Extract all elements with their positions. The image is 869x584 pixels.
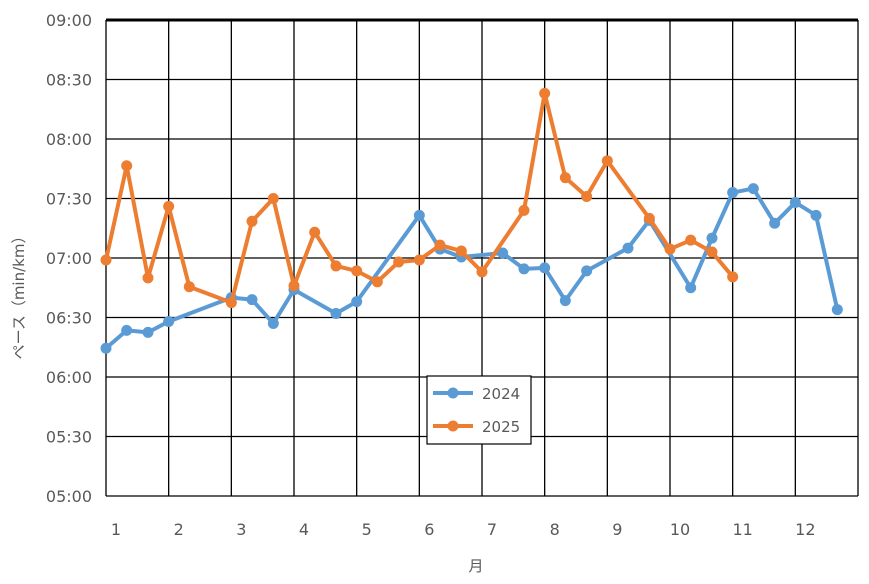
data-point-2024 (497, 247, 509, 259)
data-point-2025 (434, 239, 446, 251)
data-point-2025 (601, 155, 613, 167)
data-point-2024 (100, 342, 112, 354)
legend-marker-2024 (447, 387, 459, 399)
y-axis-title: ペース（min/km） (10, 229, 28, 360)
data-point-2024 (622, 242, 634, 254)
data-point-2025 (413, 254, 425, 266)
x-axis-tick-labels: 1 2 3 4 5 6 7 8 9 10 11 12 (111, 520, 816, 539)
data-point-2024 (142, 326, 154, 338)
series-2024 (100, 183, 843, 354)
x-tick-label: 12 (795, 520, 815, 539)
data-point-2025 (664, 243, 676, 255)
data-point-2024 (747, 183, 759, 195)
data-point-2024 (581, 265, 593, 277)
y-axis-tick-labels: 05:00 05:30 06:00 06:30 07:00 07:30 08:00 08:30… (46, 11, 92, 506)
data-point-2025 (643, 212, 655, 224)
legend: 2024 2025 (426, 375, 532, 445)
x-tick-label: 6 (424, 520, 434, 539)
data-point-2024 (330, 308, 342, 320)
x-tick-label: 4 (299, 520, 309, 539)
y-tick-label: 08:30 (46, 71, 92, 90)
data-point-2025 (727, 271, 739, 283)
data-point-2024 (789, 196, 801, 208)
data-point-2025 (393, 256, 405, 268)
x-tick-label: 10 (670, 520, 690, 539)
data-point-2024 (769, 217, 781, 229)
y-tick-label: 05:30 (46, 428, 92, 447)
y-tick-label: 07:30 (46, 190, 92, 209)
series-2025 (100, 87, 739, 309)
legend-label-2025: 2025 (482, 418, 520, 436)
data-point-2025 (455, 245, 467, 257)
legend-marker-2025 (447, 420, 459, 432)
data-point-2025 (246, 215, 258, 227)
data-point-2025 (706, 246, 718, 258)
x-axis-title: 月 (468, 557, 483, 575)
data-point-2025 (371, 276, 383, 288)
data-point-2024 (351, 296, 363, 308)
data-point-2025 (539, 87, 551, 99)
data-point-2024 (246, 294, 258, 306)
legend-box (426, 375, 532, 445)
x-tick-label: 9 (612, 520, 622, 539)
data-point-2024 (727, 187, 739, 199)
data-point-2025 (330, 260, 342, 272)
x-tick-label: 5 (362, 520, 372, 539)
data-point-2025 (121, 160, 133, 172)
y-tick-label: 08:00 (46, 130, 92, 149)
data-point-2024 (163, 315, 175, 327)
data-point-2025 (183, 281, 195, 293)
data-point-2025 (142, 272, 154, 284)
x-tick-label: 1 (111, 520, 121, 539)
series-line-2025 (104, 91, 735, 305)
y-tick-label: 07:00 (46, 249, 92, 268)
series-line-2024 (104, 186, 840, 351)
data-point-2024 (539, 262, 551, 274)
data-point-2024 (518, 263, 530, 275)
data-point-2025 (288, 280, 300, 292)
data-point-2025 (351, 265, 363, 277)
data-point-2025 (225, 297, 237, 309)
y-tick-label: 06:00 (46, 368, 92, 387)
data-point-2024 (121, 324, 133, 336)
data-point-2025 (476, 266, 488, 278)
series-layer (100, 87, 843, 354)
legend-label-2024: 2024 (482, 385, 520, 403)
data-point-2024 (685, 282, 697, 294)
y-tick-label: 09:00 (46, 11, 92, 30)
x-tick-label: 3 (236, 520, 246, 539)
data-point-2024 (413, 209, 425, 221)
data-point-2025 (267, 193, 279, 204)
y-tick-label: 06:30 (46, 309, 92, 328)
data-point-2024 (267, 317, 279, 329)
data-point-2025 (685, 234, 697, 246)
x-tick-label: 7 (487, 520, 497, 539)
x-tick-label: 8 (550, 520, 560, 539)
data-point-2024 (706, 232, 718, 244)
data-point-2025 (518, 204, 530, 216)
data-point-2024 (831, 304, 843, 316)
data-point-2025 (100, 254, 112, 266)
x-tick-label: 11 (732, 520, 752, 539)
data-point-2025 (163, 200, 175, 212)
y-tick-label: 05:00 (46, 487, 92, 506)
data-point-2024 (559, 295, 571, 307)
data-point-2024 (810, 209, 822, 221)
data-point-2025 (559, 172, 571, 184)
x-tick-label: 2 (174, 520, 184, 539)
data-point-2025 (581, 191, 593, 203)
data-point-2025 (309, 226, 321, 238)
